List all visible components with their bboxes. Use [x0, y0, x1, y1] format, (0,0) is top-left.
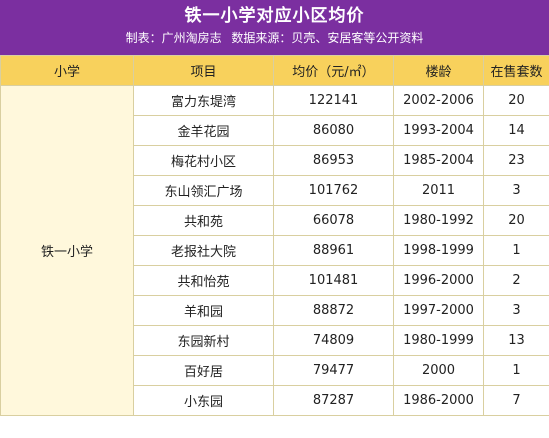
- price-cell: 86080: [273, 115, 394, 146]
- count-cell: 2: [483, 265, 549, 296]
- price-cell: 79477: [273, 355, 394, 386]
- table-header-banner: 铁一小学对应小区均价 制表：广州淘房志 数据来源：贝壳、安居客等公开资料: [0, 0, 549, 55]
- school-cell: 铁一小学: [0, 85, 134, 416]
- table-row: 小东园 87287 1986-2000 7: [1, 385, 549, 416]
- age-cell: 1996-2000: [393, 265, 484, 296]
- age-cell: 1993-2004: [393, 115, 484, 146]
- project-cell: 老报社大院: [133, 235, 274, 266]
- project-cell: 东园新村: [133, 325, 274, 356]
- price-cell: 101762: [273, 175, 394, 206]
- age-cell: 1997-2000: [393, 295, 484, 326]
- price-table: 小学 项目 均价（元/㎡） 楼龄 在售套数 铁一小学 富力东堤湾 122141 …: [0, 55, 549, 416]
- price-cell: 88961: [273, 235, 394, 266]
- table-row: 共和怡苑 101481 1996-2000 2: [1, 265, 549, 296]
- column-header-price: 均价（元/㎡）: [273, 55, 394, 86]
- age-cell: 1985-2004: [393, 145, 484, 176]
- price-cell: 101481: [273, 265, 394, 296]
- page-title: 铁一小学对应小区均价: [184, 6, 365, 26]
- price-cell: 122141: [273, 85, 394, 116]
- project-cell: 共和怡苑: [133, 265, 274, 296]
- count-cell: 7: [483, 385, 549, 416]
- count-cell: 14: [483, 115, 549, 146]
- count-cell: 3: [483, 295, 549, 326]
- age-cell: 2002-2006: [393, 85, 484, 116]
- page-subtitle: 制表：广州淘房志 数据来源：贝壳、安居客等公开资料: [125, 31, 424, 45]
- age-cell: 2011: [393, 175, 484, 206]
- price-cell: 86953: [273, 145, 394, 176]
- age-cell: 2000: [393, 355, 484, 386]
- age-cell: 1986-2000: [393, 385, 484, 416]
- column-header-school: 小学: [0, 55, 134, 86]
- age-cell: 1998-1999: [393, 235, 484, 266]
- project-cell: 梅花村小区: [133, 145, 274, 176]
- count-cell: 23: [483, 145, 549, 176]
- project-cell: 富力东堤湾: [133, 85, 274, 116]
- column-header-listing-count: 在售套数: [483, 55, 549, 86]
- table-row: 老报社大院 88961 1998-1999 1: [1, 235, 549, 266]
- project-cell: 东山领汇广场: [133, 175, 274, 206]
- count-cell: 1: [483, 355, 549, 386]
- column-header-project: 项目: [133, 55, 274, 86]
- project-cell: 共和苑: [133, 205, 274, 236]
- age-cell: 1980-1992: [393, 205, 484, 236]
- table-row: 东园新村 74809 1980-1999 13: [1, 325, 549, 356]
- project-cell: 羊和园: [133, 295, 274, 326]
- table-row: 铁一小学 富力东堤湾 122141 2002-2006 20: [0, 85, 549, 416]
- count-cell: 20: [483, 205, 549, 236]
- table-row: 梅花村小区 86953 1985-2004 23: [1, 145, 549, 176]
- price-cell: 66078: [273, 205, 394, 236]
- project-cell: 小东园: [133, 385, 274, 416]
- column-header-building-age: 楼龄: [393, 55, 484, 86]
- price-cell: 74809: [273, 325, 394, 356]
- count-cell: 20: [483, 85, 549, 116]
- count-cell: 13: [483, 325, 549, 356]
- column-header-row: 小学 项目 均价（元/㎡） 楼龄 在售套数: [0, 55, 549, 86]
- project-cell: 百好居: [133, 355, 274, 386]
- age-cell: 1980-1999: [393, 325, 484, 356]
- count-cell: 1: [483, 235, 549, 266]
- project-cell: 金羊花园: [133, 115, 274, 146]
- table-row: 羊和园 88872 1997-2000 3: [1, 295, 549, 326]
- table-row: 东山领汇广场 101762 2011 3: [1, 175, 549, 206]
- price-cell: 87287: [273, 385, 394, 416]
- table-row: 金羊花园 86080 1993-2004 14: [1, 115, 549, 146]
- count-cell: 3: [483, 175, 549, 206]
- price-cell: 88872: [273, 295, 394, 326]
